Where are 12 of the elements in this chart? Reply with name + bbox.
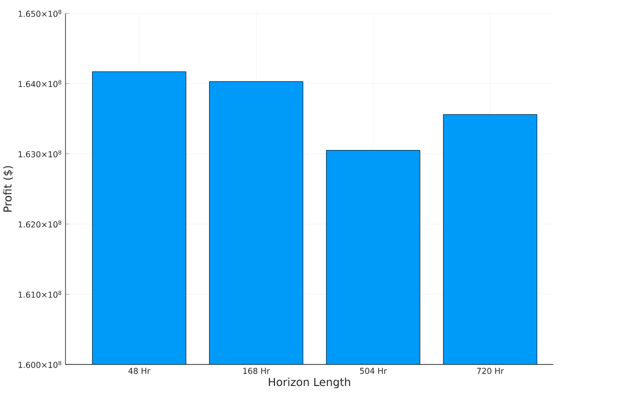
y-axis-title: Profit ($) (3, 166, 14, 212)
y-tick-label: 1.630×10$^{8}$ (18, 150, 62, 158)
x-tick-label: 504 Hr (360, 368, 387, 374)
y-tick-label: 1.640×10$^{8}$ (18, 80, 62, 88)
y-tick-label: 1.610×10$^{8}$ (18, 290, 62, 298)
y-tick-label: 1.620×10$^{8}$ (18, 220, 62, 228)
x-tick-label: 720 Hr (477, 368, 504, 374)
x-tick-label: 48 Hr (128, 368, 150, 374)
y-tick-label: 1.650×10$^{8}$ (18, 10, 62, 18)
x-axis-title: Horizon Length (268, 378, 350, 388)
y-tick-label: 1.600×10$^{8}$ (18, 361, 62, 368)
x-tick-label: 168 Hr (243, 368, 270, 374)
